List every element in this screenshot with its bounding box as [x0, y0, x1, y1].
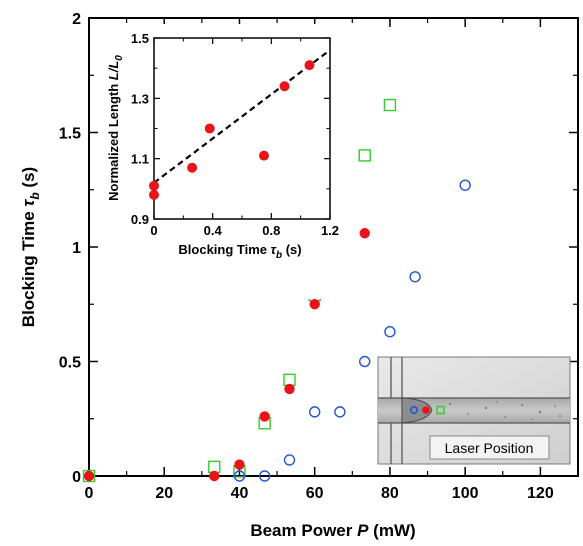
inset-y-tick-labels: 0.9 1.1 1.3 1.5 [131, 31, 149, 227]
data-point-open-square [82, 469, 96, 483]
data-point-open-circle [334, 406, 346, 418]
inset-x-tick-label: 0.8 [262, 223, 280, 238]
photo-caption: Laser Position [445, 440, 534, 456]
inset-y-tick-label: 1.5 [131, 31, 149, 46]
main-y-axis-title: Blocking Time τb (s) [19, 167, 42, 327]
y-tick-label: 2 [72, 11, 81, 28]
inset-y-tick-label: 0.9 [131, 212, 149, 227]
photo-marker-green-open-square [436, 405, 445, 415]
data-point-filled-circle [279, 81, 290, 92]
x-tick-label: 120 [527, 485, 554, 502]
inset-y-tick-label: 1.1 [131, 152, 149, 167]
microscope-photo-inset: Laser Position [377, 356, 571, 465]
data-point-open-circle [459, 179, 471, 191]
data-point-filled-circle [149, 189, 159, 200]
data-point-filled-circle [309, 299, 320, 310]
data-point-filled-circle [234, 459, 245, 470]
inset-fit-line [153, 49, 331, 184]
y-tick-label: 1 [72, 240, 81, 257]
data-point-open-circle [308, 406, 321, 418]
y-tick-label: 0 [72, 469, 81, 486]
x-tick-label: 40 [231, 485, 249, 502]
main-chart: 0 20 40 60 80 100 120 0 0.5 1 1.5 2 Beam Power P (… [19, 11, 579, 540]
x-tick-label: 20 [155, 485, 173, 502]
data-point-filled-circle [149, 180, 159, 191]
inset-ticks [153, 37, 331, 220]
inset-x-tick-label: 0.4 [204, 223, 223, 238]
data-point-open-circle [384, 326, 396, 338]
inset-chart: 0 0.4 0.8 1.2 0.9 1.1 1.3 1.5 Blocking Time τb… [100, 24, 350, 299]
data-point-filled-circle [304, 60, 315, 71]
x-tick-label: 100 [452, 485, 479, 502]
inset-y-axis-title: Normalized Length L/L0 [106, 55, 125, 201]
data-point-open-square [283, 373, 296, 387]
photo-caption-box [429, 435, 550, 460]
y-tick-label: 0.5 [59, 355, 81, 372]
x-tick-label: 0 [85, 485, 94, 502]
data-point-open-square [208, 460, 221, 474]
data-point-open-square [358, 149, 371, 162]
inset-x-tick-label: 0 [150, 223, 157, 238]
data-point-open-circle [233, 470, 246, 482]
photo-particles [449, 401, 561, 420]
photo-marker-red-filled-circle [422, 406, 430, 414]
x-tick-label: 60 [306, 485, 324, 502]
data-point-open-circle [359, 355, 371, 368]
photo-marker-blue-open-circle [409, 405, 419, 415]
x-tick-label: 80 [381, 485, 399, 502]
inset-x-tick-label: 1.2 [321, 223, 339, 238]
y-tick-label: 1.5 [59, 126, 81, 143]
main-x-axis-title: Beam Power P (mW) [250, 521, 415, 540]
data-point-filled-circle [204, 123, 215, 134]
inset-x-tick-labels: 0 0.4 0.8 1.2 [150, 223, 339, 238]
inset-data-marks [149, 60, 315, 200]
data-point-open-square [383, 98, 397, 112]
data-point-filled-circle [83, 470, 95, 482]
data-point-open-circle [409, 271, 421, 283]
data-point-open-circle [258, 470, 271, 482]
inset-x-axis-title: Blocking Time τb (s) [178, 242, 301, 261]
data-point-filled-circle [359, 228, 370, 239]
data-point-filled-circle [209, 470, 220, 482]
main-y-tick-labels: 0 0.5 1 1.5 2 [59, 11, 81, 486]
data-point-filled-circle [259, 411, 270, 422]
main-x-tick-labels: 0 20 40 60 80 100 120 [85, 485, 554, 502]
inset-y-tick-label: 1.3 [131, 91, 149, 106]
data-point-filled-circle [284, 383, 295, 395]
data-point-filled-circle [187, 162, 198, 173]
data-point-filled-circle [259, 150, 269, 161]
data-point-open-circle [283, 454, 296, 466]
